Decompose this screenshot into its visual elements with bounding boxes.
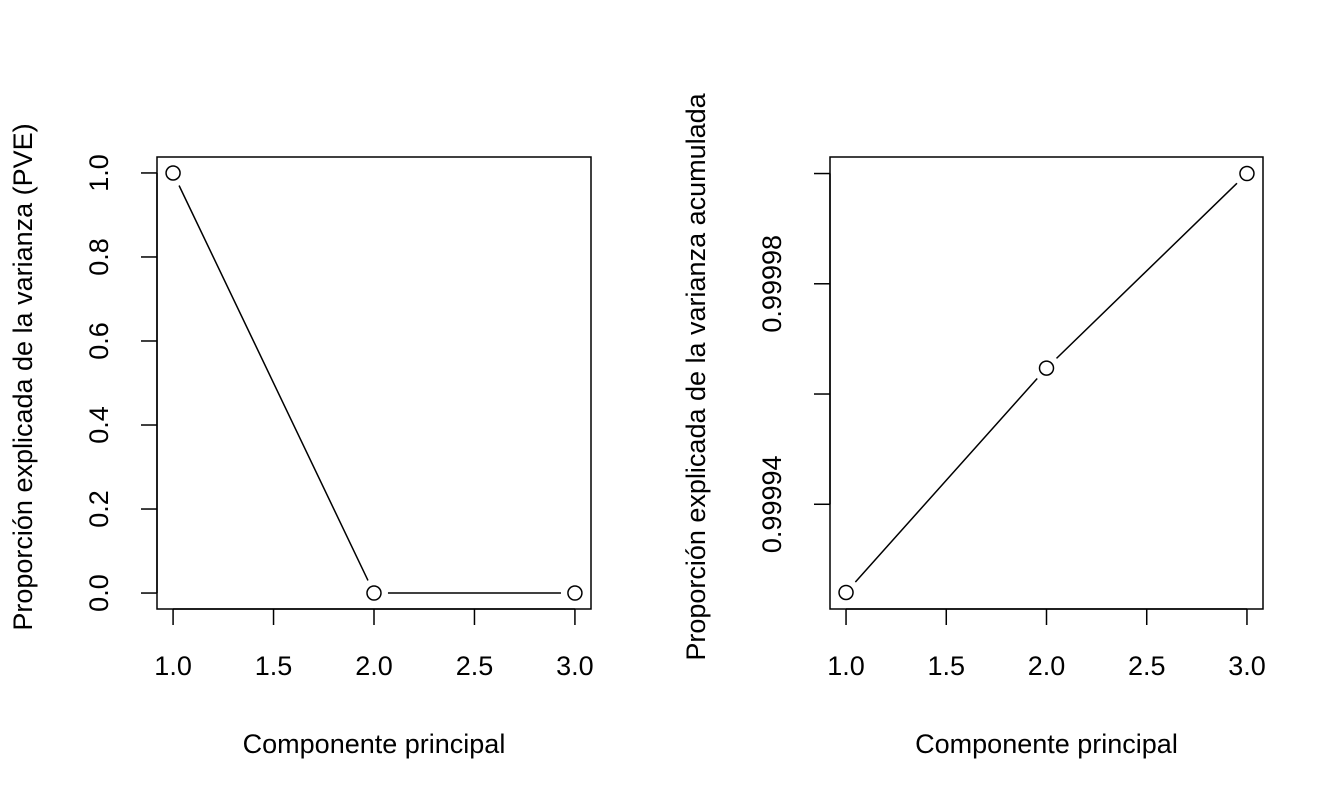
data-point-marker xyxy=(1239,165,1255,182)
x-tick-label: 1.0 xyxy=(154,651,192,681)
data-line xyxy=(845,172,1248,593)
y-tick-label: 0.4 xyxy=(84,406,114,444)
data-point-marker xyxy=(567,585,583,601)
x-tick-label: 1.5 xyxy=(927,651,965,681)
y-axis-title: Proporción explicada de la varianza (PVE… xyxy=(8,123,38,630)
y-tick-label: 0.6 xyxy=(84,322,114,360)
x-axis-title: Componente principal xyxy=(915,729,1178,759)
x-tick-label: 1.0 xyxy=(827,651,865,681)
data-point-marker xyxy=(165,165,181,181)
y-tick-label: 0.99998 xyxy=(757,235,787,333)
x-tick-label: 2.0 xyxy=(1028,651,1066,681)
x-tick-label: 2.0 xyxy=(355,651,393,681)
x-axis-title: Componente principal xyxy=(243,729,506,759)
x-tick-label: 2.5 xyxy=(456,651,494,681)
y-tick-label: 0.0 xyxy=(84,574,114,612)
data-point-marker xyxy=(838,584,854,601)
y-tick-label: 0.99994 xyxy=(757,455,787,553)
x-tick-label: 3.0 xyxy=(1228,651,1266,681)
x-tick-label: 3.0 xyxy=(556,651,594,681)
y-axis-title: Proporción explicada de la varianza acum… xyxy=(681,92,711,660)
data-point-marker xyxy=(366,585,382,601)
plot-frame xyxy=(156,156,592,610)
plot-frame xyxy=(829,156,1264,610)
data-line xyxy=(172,172,575,594)
y-tick-label: 1.0 xyxy=(84,154,114,192)
y-tick-label: 0.2 xyxy=(84,490,114,528)
x-tick-label: 2.5 xyxy=(1128,651,1166,681)
data-point-marker xyxy=(1038,360,1055,376)
x-tick-label: 1.5 xyxy=(255,651,293,681)
y-tick-label: 0.8 xyxy=(84,238,114,276)
